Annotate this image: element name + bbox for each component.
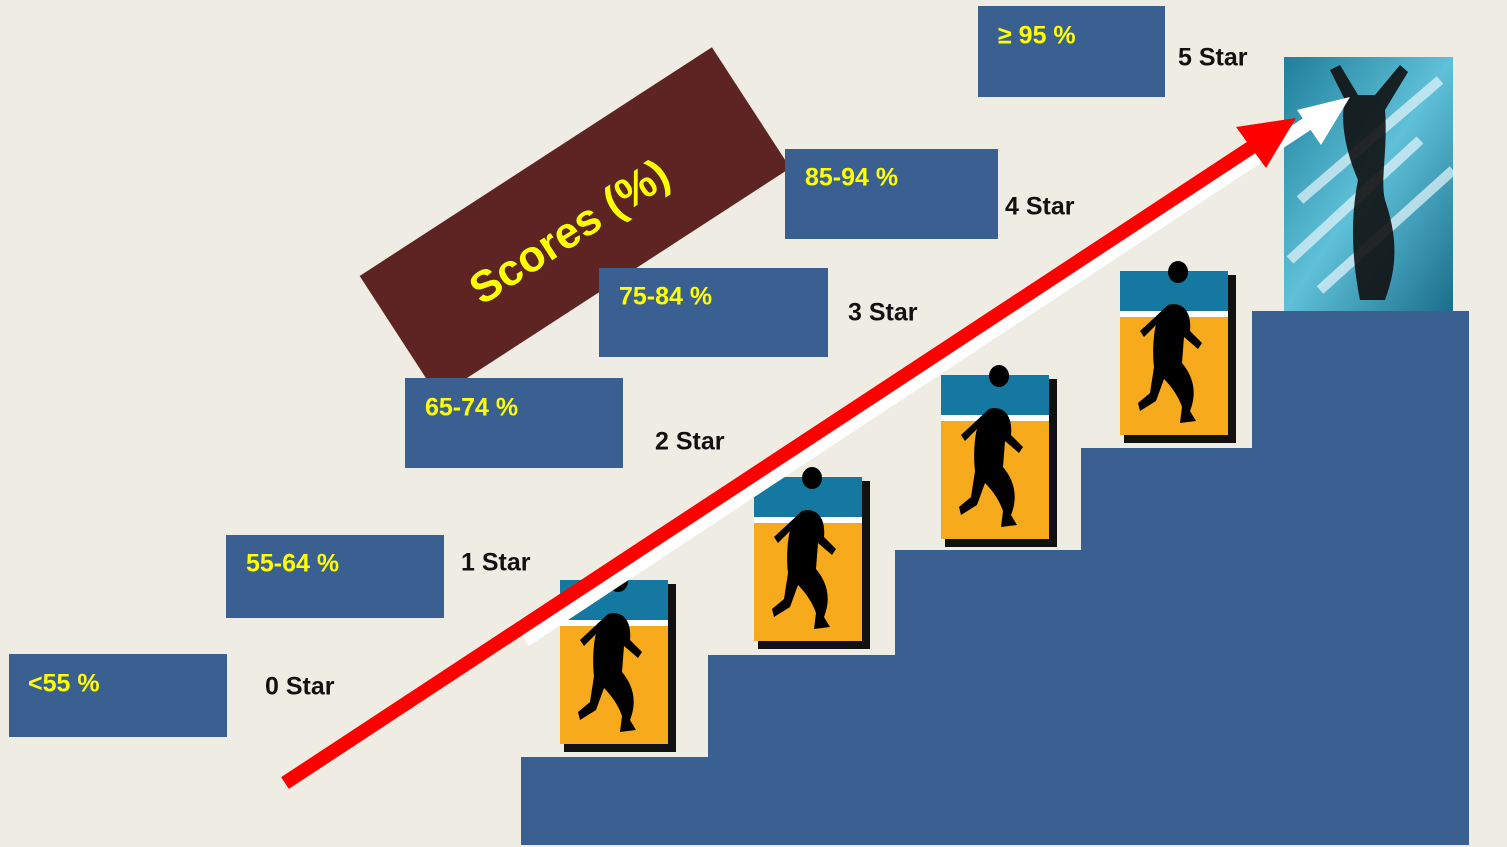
range-box (405, 378, 623, 468)
star-label: 4 Star (1005, 193, 1075, 221)
runners (560, 261, 1236, 752)
runner-silhouette (578, 570, 642, 732)
range-label: 75-84 % (619, 283, 712, 311)
runner-icon (1120, 261, 1236, 443)
range-box (9, 654, 227, 737)
star-label: 1 Star (461, 549, 531, 577)
runner-silhouette (1138, 261, 1202, 423)
range-box (599, 268, 828, 357)
range-label: 55-64 % (246, 550, 339, 578)
star-label: 5 Star (1178, 44, 1248, 72)
range-label: 85-94 % (805, 164, 898, 192)
staircase (521, 311, 1469, 845)
winner-image (1284, 57, 1457, 311)
levels: <55 % 0 Star 55-64 % 1 Star 65-74 % 2 Star 75-… (9, 6, 1248, 737)
range-label: <55 % (28, 670, 100, 698)
range-label: ≥ 95 % (998, 22, 1076, 50)
range-box (978, 6, 1165, 97)
runner-icon (754, 467, 870, 649)
range-label: 65-74 % (425, 394, 518, 422)
progress-arrows (281, 97, 1350, 789)
range-box (226, 535, 444, 618)
runner-silhouette (959, 365, 1023, 527)
star-label: 2 Star (655, 428, 725, 456)
star-label: 0 Star (265, 673, 335, 701)
runner-silhouette (772, 467, 836, 629)
range-box (785, 149, 998, 239)
runner-icon (941, 365, 1057, 547)
star-label: 3 Star (848, 299, 918, 327)
